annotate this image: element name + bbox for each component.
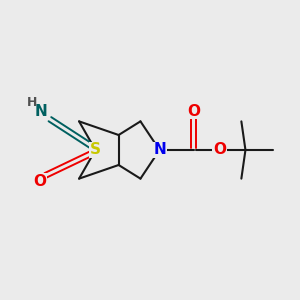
Text: S: S [90, 142, 101, 158]
Text: N: N [153, 142, 166, 158]
Text: O: O [33, 174, 46, 189]
Text: O: O [187, 103, 200, 118]
Text: O: O [213, 142, 226, 158]
Text: H: H [27, 96, 37, 109]
Text: N: N [34, 104, 47, 119]
